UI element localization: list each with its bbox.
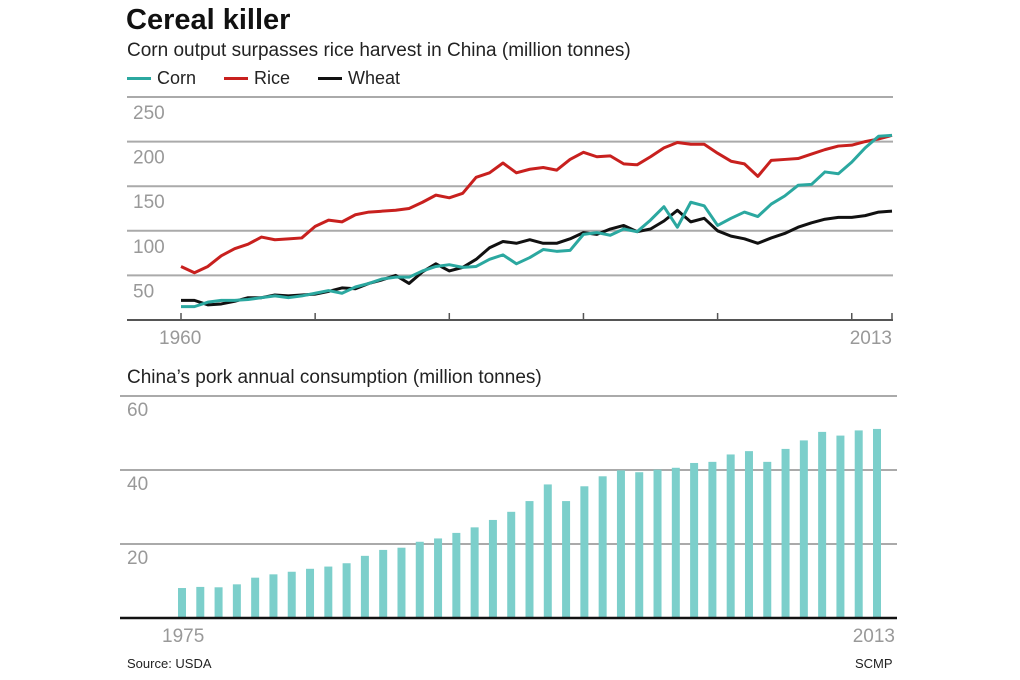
source-note: Source: USDA [127,656,212,671]
bar [287,571,296,618]
x-tick-label: 2013 [850,328,892,349]
bar [671,467,680,618]
y-tick-label: 100 [133,237,165,258]
bar [306,568,315,618]
bar [854,430,863,618]
y-tick-label: 60 [127,400,148,421]
series-line-rice [180,133,893,275]
bar [342,563,351,618]
bar [690,462,699,618]
legend-swatch-wheat [318,77,343,80]
legend-rice: Rice [224,68,290,89]
bar [452,532,461,618]
bar [543,484,552,618]
bar [635,472,644,618]
bar [818,431,827,618]
y-tick-label: 50 [133,281,154,302]
bar [196,586,205,618]
bar [269,574,278,618]
bar [580,486,589,618]
bar [525,501,534,618]
y-tick-label: 250 [133,103,165,124]
bar [708,461,717,618]
x-tick-label: 2013 [853,626,895,647]
legend-label-rice: Rice [254,68,291,88]
bar [251,577,260,618]
y-tick-label: 20 [127,548,148,569]
y-tick-label: 200 [133,148,165,169]
bar [836,435,845,618]
bar [653,469,662,618]
bar [415,541,424,618]
main-title: Cereal killer [126,4,291,36]
bar [799,440,808,618]
bar [178,588,186,618]
legend-label-wheat: Wheat [348,68,401,88]
bar [397,547,406,618]
legend-swatch-rice [224,77,249,80]
bar [434,538,443,618]
legend-label-corn: Corn [157,68,197,88]
x-tick-label: 1960 [159,328,201,349]
bar [616,470,625,618]
y-tick-label: 40 [127,474,148,495]
bar [781,448,790,618]
bar [214,587,223,618]
bar-chart-title: China’s pork annual consumption (million… [127,367,542,388]
credit: SCMP [855,656,893,671]
bar [470,527,479,618]
legend-wheat: Wheat [318,68,400,89]
bar [379,549,388,618]
y-tick-label: 150 [133,192,165,213]
bar [763,461,772,618]
legend-corn: Corn [127,68,196,89]
series-line-corn [181,133,893,309]
legend: Corn Rice Wheat [127,68,400,89]
x-tick-label: 1975 [162,626,204,647]
bar [507,511,516,618]
bar [562,501,571,618]
line-chart-title: Corn output surpasses rice harvest in Ch… [127,40,631,61]
bar [232,584,241,618]
bar [488,519,497,618]
bar [744,451,753,618]
series-line-wheat [181,208,893,307]
bar [324,566,333,618]
bar [726,454,735,618]
bar [360,555,369,618]
bar [598,476,607,618]
bar [873,428,881,618]
legend-swatch-corn [127,77,151,80]
